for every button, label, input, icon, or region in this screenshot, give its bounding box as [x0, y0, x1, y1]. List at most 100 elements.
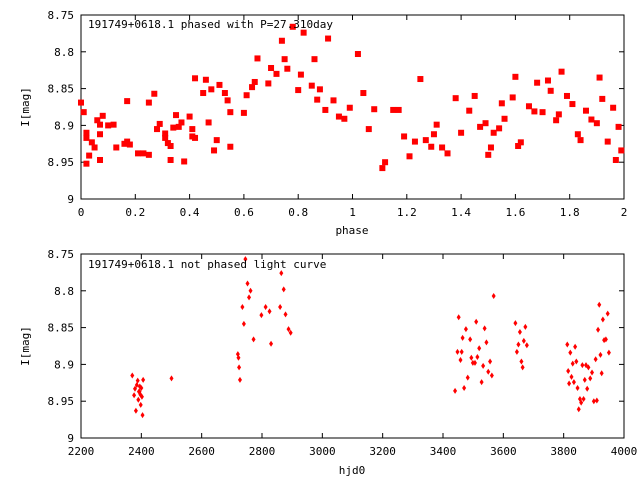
phased-data-point: [249, 84, 256, 91]
unphased-data-point: [574, 358, 579, 365]
phased-x-tick-label: 1: [349, 206, 356, 219]
unphased-data-point: [132, 392, 137, 399]
phased-data-point: [365, 126, 372, 133]
unphased-data-point: [523, 323, 528, 330]
phased-data-point: [477, 123, 484, 130]
unphased-data-point: [519, 358, 524, 365]
unphased-points: [130, 256, 611, 419]
phased-data-point: [151, 90, 158, 97]
unphased-data-point: [524, 342, 529, 349]
phased-data-point: [596, 74, 603, 81]
phased-x-tick-label: 0.4: [180, 206, 200, 219]
unphased-y-tick-label: 8.9: [54, 358, 74, 371]
phased-data-point: [227, 109, 234, 116]
unphased-data-point: [283, 311, 288, 318]
phased-data-point: [97, 121, 104, 128]
phased-x-tick-label: 0.2: [125, 206, 145, 219]
unphased-data-point: [247, 294, 252, 301]
unphased-data-point: [463, 326, 468, 333]
unphased-data-point: [516, 341, 521, 348]
unphased-data-point: [132, 385, 137, 392]
phased-data-point: [360, 90, 367, 97]
unphased-data-point: [481, 362, 486, 369]
unphased-data-point: [488, 358, 493, 365]
unphased-data-point: [236, 354, 241, 361]
phased-data-point: [221, 90, 228, 97]
phased-x-tick-label: 0: [78, 206, 85, 219]
unphased-data-point: [286, 326, 291, 333]
phased-axes: 0 0.2 0.4 0.6 0.8 1 1.2 1.4 1.6 1.8 2 8.75 8.8 8.85 8.…: [48, 9, 628, 219]
phased-data-point: [162, 130, 169, 137]
unphased-panel: 2200 2400 2600 2800 3000 3200 3400 3600 3800 4000…: [19, 248, 637, 477]
phased-data-point: [569, 101, 576, 108]
unphased-data-point: [486, 368, 491, 375]
unphased-data-point: [288, 329, 293, 336]
phased-data-point: [97, 131, 104, 138]
phased-data-point: [156, 120, 163, 127]
phased-chart-title: 191749+0618.1 phased with P=27.310day: [88, 18, 333, 31]
phased-data-point: [140, 150, 147, 157]
phased-data-point: [496, 125, 503, 132]
phased-data-point: [335, 113, 342, 120]
phased-data-point: [382, 159, 389, 166]
phased-data-point: [308, 82, 315, 89]
unphased-data-point: [576, 406, 581, 413]
unphased-data-point: [520, 364, 525, 371]
phased-data-point: [599, 95, 606, 102]
phased-data-point: [268, 64, 275, 71]
unphased-data-point: [269, 340, 274, 347]
unphased-data-point: [489, 372, 494, 379]
unphased-data-point: [139, 393, 144, 400]
unphased-data-point: [243, 256, 248, 263]
unphased-data-point: [460, 334, 465, 341]
phased-data-point: [167, 143, 174, 150]
unphased-data-point: [245, 280, 250, 287]
unphased-x-tick-label: 3600: [490, 445, 517, 458]
phased-data-point: [428, 143, 435, 150]
unphased-data-point: [267, 308, 272, 315]
unphased-y-tick-label: 8.75: [48, 248, 75, 261]
unphased-data-point: [140, 412, 145, 419]
phased-data-point: [582, 107, 589, 114]
phased-data-point: [531, 108, 538, 115]
unphased-data-point: [241, 320, 246, 327]
unphased-data-point: [585, 385, 590, 392]
phased-data-point: [80, 109, 87, 116]
phased-x-tick-label: 1.2: [397, 206, 417, 219]
phased-data-point: [482, 120, 489, 127]
unphased-data-point: [240, 303, 245, 310]
unphased-data-point: [133, 407, 138, 414]
unphased-data-point: [580, 362, 585, 369]
phased-data-point: [534, 79, 541, 86]
phased-data-point: [126, 141, 133, 148]
phased-data-point: [251, 78, 258, 85]
phased-data-point: [509, 94, 516, 101]
phased-data-point: [94, 117, 101, 124]
phased-data-point: [192, 134, 199, 141]
phased-data-point: [202, 76, 209, 83]
unphased-data-point: [598, 351, 603, 358]
phased-data-point: [205, 119, 212, 126]
phased-data-point: [175, 123, 182, 130]
unphased-data-point: [600, 316, 605, 323]
unphased-data-point: [605, 310, 610, 317]
phased-x-axis-label: phase: [335, 224, 368, 237]
unphased-data-point: [462, 384, 467, 391]
phased-data-point: [300, 29, 307, 36]
unphased-data-point: [136, 396, 141, 403]
unphased-data-point: [573, 343, 578, 350]
phased-data-point: [173, 112, 180, 119]
unphased-data-point: [141, 376, 146, 383]
phased-data-point: [395, 106, 402, 113]
unphased-data-point: [248, 287, 253, 294]
phased-data-point: [618, 147, 625, 154]
phased-data-point: [316, 86, 323, 93]
unphased-x-tick-label: 3200: [369, 445, 396, 458]
unphased-data-point: [138, 401, 143, 408]
phased-y-tick-label: 9: [67, 193, 74, 206]
unphased-data-point: [237, 364, 242, 371]
phased-data-point: [110, 121, 117, 128]
phased-data-point: [401, 133, 408, 140]
unphased-plot-frame: [80, 253, 625, 439]
phased-data-point: [612, 156, 619, 163]
